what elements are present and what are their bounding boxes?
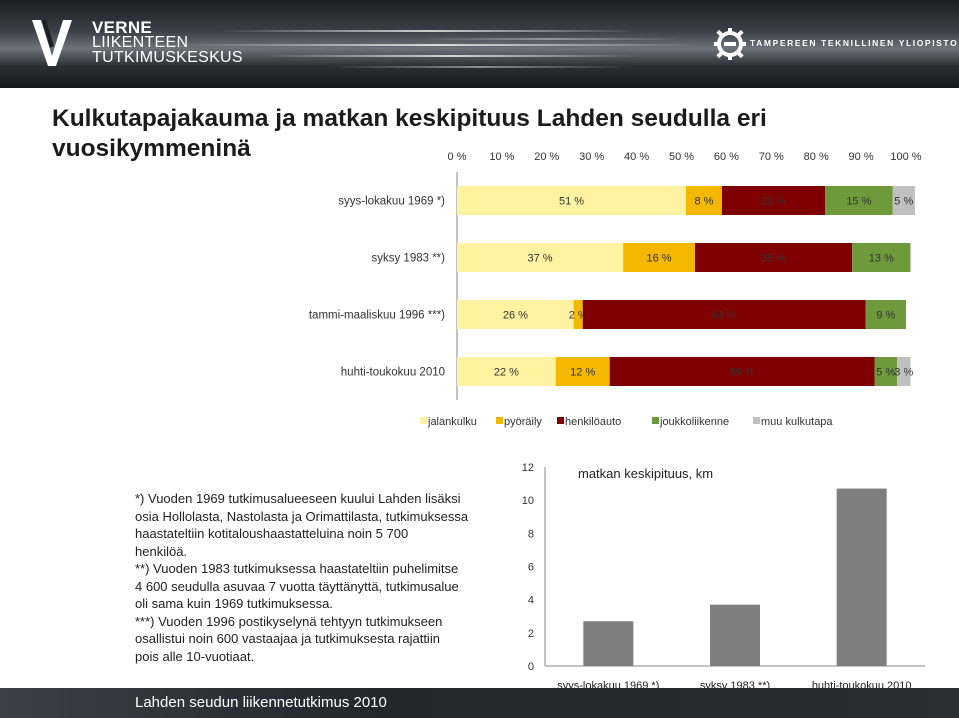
bar-segment [865,300,906,329]
legend-label: jalankulku [427,416,477,428]
footer-text: Lahden seudun liikennetutkimus 2010 [135,694,387,711]
legend-swatch [496,417,503,424]
legend-swatch [753,417,760,424]
legend-swatch [652,417,659,424]
legend-label: joukkoliikenne [659,416,729,428]
bar-segment [623,243,695,272]
bar-segment [609,357,875,386]
data-label: 15 % [846,196,871,208]
x-tick-label: 0 % [448,151,467,163]
y-tick-label: 2 [528,628,534,640]
legend-label: henkilöauto [565,416,621,428]
legend-label: muu kulkutapa [761,416,833,428]
bar-segment [555,357,610,386]
data-label: 51 % [559,196,584,208]
data-label: 37 % [528,253,553,265]
slide-title: Kulkutapajakauma ja matkan keskipituus L… [52,104,767,164]
data-label: 63 % [712,310,737,322]
footnote-line: henkilöä. [135,543,188,559]
university-name: TAMPEREEN TEKNILLINEN YLIOPISTO [750,38,959,48]
bar-segment [892,186,915,215]
data-label: 5 % [876,367,895,379]
x-tick-label: 50 % [669,151,694,163]
bar-segment [582,300,866,329]
footnote-line: osallistui noin 600 vastaajaa ja tutkimu… [135,631,440,646]
column-bar [710,604,760,666]
x-tick-label: 30 % [579,151,604,163]
x-tick-label: 60 % [714,151,739,163]
data-label: 35 % [761,253,786,265]
data-label: 12 % [570,367,595,379]
brand-line-2: LIIKENTEEN [92,34,189,51]
category-label: syksy 1983 **) [371,253,445,265]
data-label: 23 % [761,196,786,208]
footnote-line: **) Vuoden 1983 tutkimuksessa haastatelt… [135,561,459,576]
footnote-line: pois alle 10-vuotiaat. [135,648,255,664]
category-label: syys-lokakuu 1969 *) [338,196,445,208]
bar-segment [457,243,624,272]
column-bar [583,621,634,666]
legend-label: pyöräily [504,416,542,428]
x-tick-label: 80 % [804,151,829,163]
data-label: 9 % [876,310,895,322]
y-tick-label: 8 [528,528,534,540]
footnotes: *) Vuoden 1969 tutkimusalueeseen kuului … [135,490,495,665]
y-tick-label: 0 [528,661,534,673]
chart-title: matkan keskipituus, km [578,466,713,481]
category-label: huhti-toukokuu 2010 [341,367,445,379]
brand-line-1: VERNE [92,18,153,37]
bar-segment [825,186,893,215]
bar-segment [573,300,583,329]
bar-segment [685,186,722,215]
verne-logo-icon [32,20,72,66]
data-label: 16 % [647,253,672,265]
header-banner: VERNE LIIKENTEEN TUTKIMUSKESKUS TAMPEREE… [0,0,959,88]
data-label: 13 % [869,253,894,265]
footnote-line: haastateltiin kotitaloushaastatteluina n… [135,526,409,541]
footer-bar: Lahden seudun liikennetutkimus 2010 [0,688,959,718]
data-label: 5 % [894,196,913,208]
x-tick-label: 70 % [759,151,784,163]
x-tick-label: 90 % [849,151,874,163]
legend-swatch [557,417,564,424]
y-tick-label: 10 [522,495,534,507]
slide-title-line-2: vuosikymmeninä [52,135,251,162]
x-tick-label: 20 % [534,151,559,163]
bar-segment [874,357,898,386]
data-label: 3 % [894,367,913,379]
bar-segment [721,186,826,215]
footnote-line: *) Vuoden 1969 tutkimusalueeseen kuului … [135,491,461,506]
bar-segment [457,186,686,215]
footnote-line: osia Hollolasta, Nastolasta ja Orimattil… [135,508,469,524]
slide-title-line-1: Kulkutapajakauma ja matkan keskipituus L… [52,105,767,132]
legend-swatch [420,417,427,424]
x-tick-label: 10 % [489,151,514,163]
bar-segment [852,243,911,272]
bar-segment [457,300,574,329]
footnote-line: ***) Vuoden 1996 postikyselynä tehtyyn t… [135,613,443,629]
data-label: 26 % [503,310,528,322]
footnote-line: oli sama kuin 1969 tutkimuksessa. [135,596,333,611]
brand-line-3: TUTKIMUSKESKUS [92,49,243,66]
column-bar [836,488,887,666]
category-label: tammi-maaliskuu 1996 ***) [309,310,445,322]
data-label: 59 % [730,367,755,379]
x-tick-label: 100 % [890,151,921,163]
data-label: 22 % [494,367,519,379]
y-tick-label: 6 [528,562,534,574]
brand-name: VERNE LIIKENTEEN TUTKIMUSKESKUS [92,18,243,66]
bar-segment [694,243,853,272]
bar-segment [897,357,911,386]
footnote-line: 4 600 seudulla asuvaa 7 vuotta täyttänyt… [135,578,459,594]
data-label: 8 % [694,196,713,208]
university-gear-logo-icon [714,28,746,60]
y-tick-label: 4 [528,595,534,607]
y-tick-label: 12 [522,462,534,474]
bar-segment [457,357,556,386]
x-tick-label: 40 % [624,151,649,163]
